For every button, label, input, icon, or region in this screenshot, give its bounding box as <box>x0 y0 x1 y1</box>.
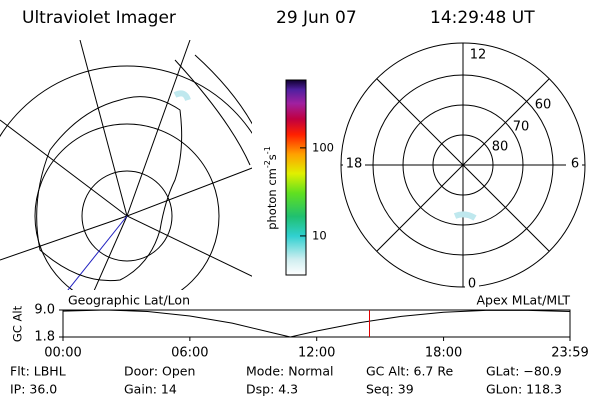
status-field: GLon: 118.3 <box>486 382 562 397</box>
mlt-label: 18 <box>346 157 363 172</box>
mlat-label: 80 <box>492 140 509 155</box>
plot-frame <box>62 309 571 338</box>
mlat-label: 60 <box>535 98 552 113</box>
mlt-label: 6 <box>571 157 579 172</box>
tick-label: 100 <box>312 140 334 154</box>
mlt-label: 12 <box>470 48 487 63</box>
status-field: Dsp: 4.3 <box>246 382 298 397</box>
colorbar-axis: 10 100 <box>300 140 334 242</box>
status-field: GLat: −80.9 <box>486 364 562 379</box>
right-label: Apex MLat/MLT <box>476 293 570 308</box>
exp: -1 <box>263 146 272 154</box>
status-field: GC Alt: 6.7 Re <box>366 364 453 379</box>
left-label: Geographic Lat/Lon <box>68 293 190 308</box>
status-field: Gain: 14 <box>124 382 177 397</box>
x-tick-label: 18:00 <box>425 346 462 361</box>
unit: photon cm <box>265 168 279 230</box>
geo-map <box>0 40 252 290</box>
tick-label: 10 <box>312 228 327 242</box>
y-tick-label: 1.8 <box>34 330 55 345</box>
altitude-plot: 9.0 1.800:00 06:00 12:00 18:00 23:59 <box>34 303 588 361</box>
mlt-label: 0 <box>468 277 476 292</box>
status-field: Flt: LBHL <box>10 364 66 379</box>
status-field: Door: Open <box>124 364 195 379</box>
status-field: IP: 36.0 <box>10 382 57 397</box>
altitude-line <box>62 309 571 338</box>
y-tick-label: 9.0 <box>34 303 55 318</box>
date: 29 Jun 07 <box>276 8 357 28</box>
unit: s <box>265 154 279 160</box>
time: 14:29:48 UT <box>430 8 535 28</box>
colorbar <box>285 79 307 276</box>
x-tick-label: 00:00 <box>44 346 81 361</box>
title: Ultraviolet Imager <box>22 8 176 28</box>
mlat-label: 70 <box>513 120 530 135</box>
y-label: GC Alt <box>11 305 25 342</box>
polar-plot: 12 18 6 0 80 70 60 <box>340 42 586 292</box>
colorbar-label: photon cm-2s-1 <box>263 146 279 230</box>
exp: -2 <box>263 160 272 168</box>
x-tick-label: 23:59 <box>551 346 588 361</box>
footer: Flt: LBHL Door: Open Mode: Normal GC Alt: 6… <box>10 364 562 397</box>
status-field: Mode: Normal <box>246 364 333 379</box>
status-field: Seq: 39 <box>366 382 414 397</box>
x-tick-label: 12:00 <box>298 346 335 361</box>
x-tick-label: 06:00 <box>171 346 208 361</box>
